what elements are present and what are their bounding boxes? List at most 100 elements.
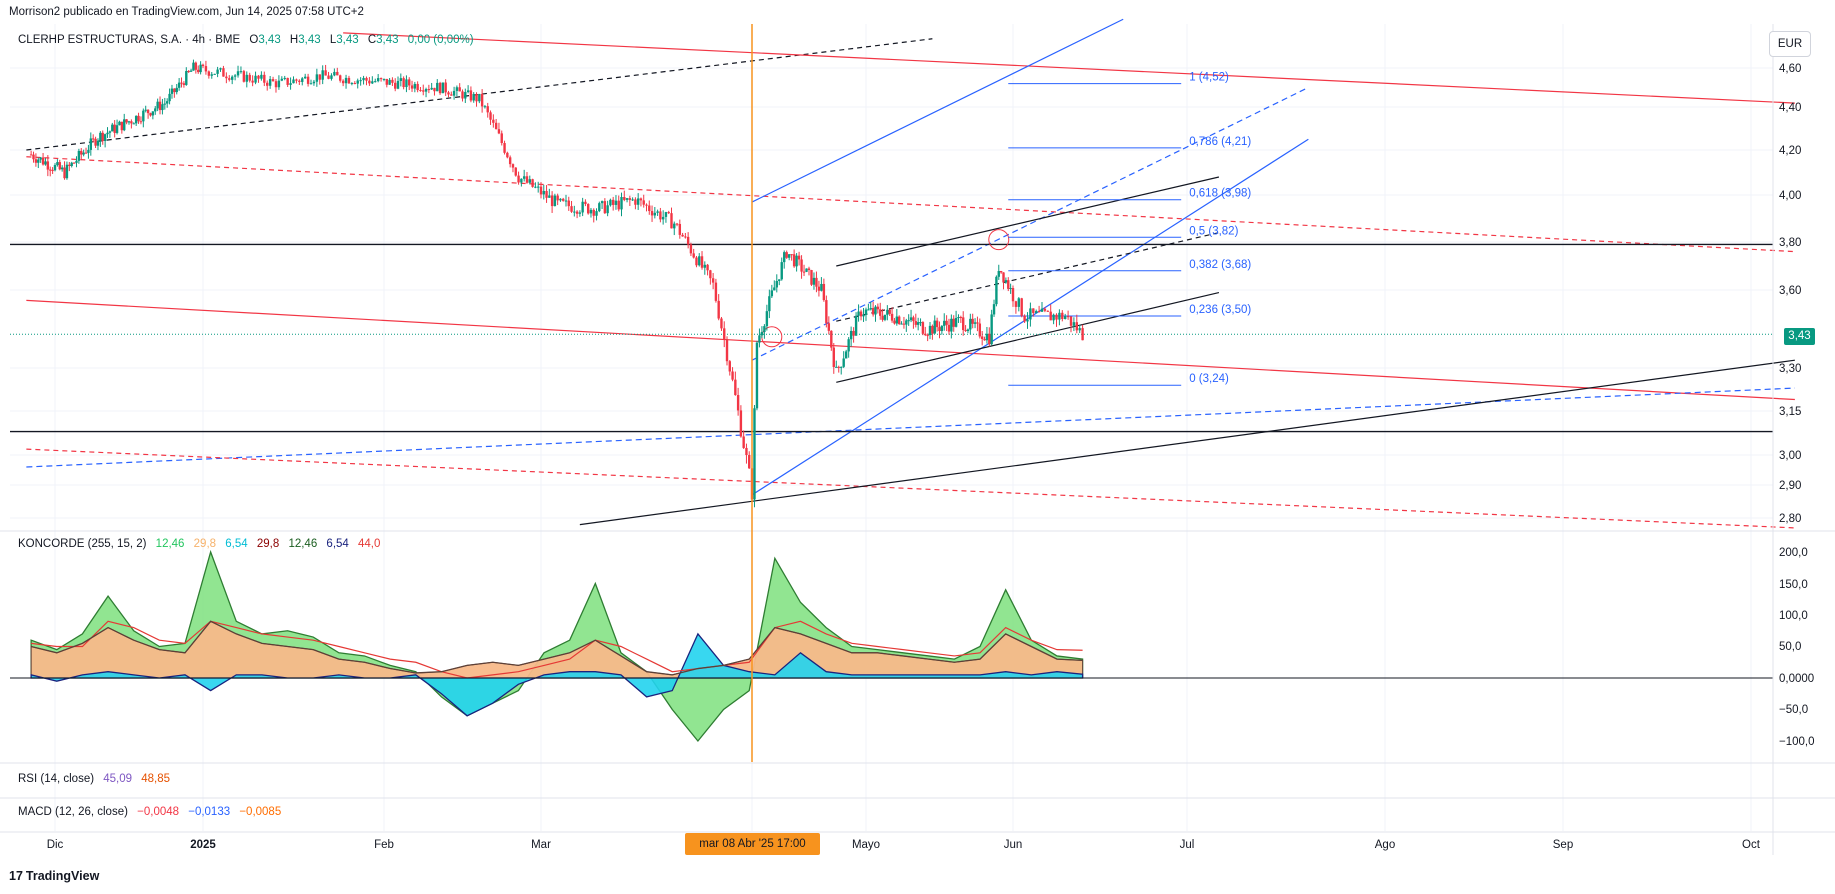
rsi-title[interactable]: RSI (14, close): [18, 773, 95, 785]
candle-body: [962, 317, 965, 331]
candle-body: [517, 175, 520, 183]
symbol-name[interactable]: CLERHP ESTRUCTURAS, S.A. · 4h · BME: [18, 34, 241, 46]
candle-body: [723, 328, 726, 340]
candle-body: [173, 88, 176, 93]
candle-body: [780, 262, 783, 280]
candle-body: [545, 190, 548, 198]
candle-body: [402, 78, 405, 88]
candles: [29, 59, 1084, 509]
candle-body: [578, 212, 582, 214]
candle-body: [41, 157, 45, 165]
candle-body: [921, 322, 925, 334]
candle-body: [350, 83, 354, 85]
candle-body: [436, 82, 439, 92]
candle-body: [489, 112, 492, 120]
candle-body: [245, 74, 248, 82]
candle-body: [983, 338, 986, 341]
macd-legend[interactable]: MACD (12, 26, close) −0,0048 −0,0133 −0,…: [18, 806, 281, 818]
candle-body: [976, 322, 979, 324]
candle-body: [842, 358, 845, 367]
open-value: 3,43: [258, 34, 281, 46]
time-axis-label: Mayo: [852, 839, 880, 851]
candle-body: [611, 199, 615, 205]
candle-body: [1009, 288, 1012, 290]
pane-borders: [0, 24, 1835, 855]
fibonacci-retracement: 1 (4,52) 0,786 (4,21) 0,618 (3,98) 0,5 (3,8…: [1008, 72, 1251, 386]
candle-body: [1035, 311, 1038, 313]
candle-body: [881, 315, 884, 320]
candle-body: [556, 195, 559, 201]
koncorde-brown-line: [30, 620, 1083, 676]
candle-body: [365, 77, 368, 81]
candle-body: [886, 309, 889, 315]
candle-body: [871, 308, 875, 315]
candle-body: [959, 317, 963, 319]
koncorde-pane: [10, 549, 1773, 743]
koncorde-red-ma: [31, 620, 1083, 679]
candle-body: [500, 133, 503, 144]
black-channel-bottom: [836, 292, 1220, 383]
candle-body: [770, 290, 774, 297]
candle-body: [592, 209, 595, 216]
candle-body: [681, 234, 684, 237]
candle-body: [653, 212, 657, 216]
candle-body: [550, 195, 554, 207]
candle-body: [32, 154, 35, 160]
candle-body: [362, 77, 365, 81]
koncorde-title[interactable]: KONCORDE (255, 15, 2): [18, 538, 147, 550]
candle-body: [266, 82, 269, 86]
candle-body: [422, 90, 425, 92]
candle-body: [822, 283, 826, 301]
candle-body: [438, 82, 442, 94]
candle-body: [907, 320, 910, 322]
candle-body: [216, 69, 219, 74]
candle-body: [359, 80, 362, 82]
candle-body: [659, 211, 662, 220]
candle-body: [900, 323, 903, 325]
candle-body: [760, 332, 764, 336]
rsi-legend[interactable]: RSI (14, close) 45,09 48,85: [18, 773, 170, 785]
close-label: C: [367, 34, 377, 46]
tradingview-logo[interactable]: 17 TradingView: [9, 869, 99, 883]
candle-body: [492, 119, 495, 123]
symbol-legend[interactable]: CLERHP ESTRUCTURAS, S.A. · 4h · BME O3,4…: [18, 34, 474, 46]
highlight-circle: [988, 229, 1010, 251]
candle-body: [472, 94, 475, 101]
candle-body: [391, 79, 394, 83]
candle-body: [134, 115, 138, 124]
macd-title[interactable]: MACD (12, 26, close): [18, 806, 128, 818]
currency-button[interactable]: EUR: [1769, 31, 1811, 57]
koncorde-value-5: 12,46: [288, 538, 318, 550]
price-axis-label: 3,80: [1779, 237, 1801, 249]
candle-body: [292, 79, 295, 84]
koncorde-value-6: 6,54: [326, 538, 349, 550]
candle-body: [620, 196, 623, 210]
candle-body: [324, 70, 327, 76]
candle-body: [408, 79, 411, 86]
candle-body: [520, 178, 523, 183]
candle-body: [277, 80, 281, 88]
candle-body: [667, 212, 670, 214]
candle-body: [971, 318, 974, 324]
candle-body: [1043, 308, 1047, 311]
red-trend-lower: [26, 299, 1795, 401]
candle-body: [286, 77, 289, 85]
candle-body: [72, 162, 76, 164]
candle-body: [706, 264, 709, 271]
candle-body: [817, 286, 821, 291]
candle-body: [890, 313, 894, 321]
candle-body: [70, 162, 73, 166]
candle-body: [84, 152, 88, 154]
candle-body: [980, 336, 984, 339]
candle-body: [168, 93, 171, 102]
candle-body: [405, 79, 408, 88]
axis-labels: 4,60 4,40 4,20 4,00 3,80 3,60 3,30 3,15 3,00 2,90…: [47, 63, 1815, 851]
candle-body: [239, 71, 243, 73]
candle-body: [339, 75, 342, 81]
candle-body: [444, 82, 447, 93]
grid: [10, 24, 1773, 831]
candle-body: [80, 150, 83, 155]
candle-body: [586, 204, 590, 214]
koncorde-legend[interactable]: KONCORDE (255, 15, 2) 12,46 29,8 6,54 29…: [18, 538, 380, 550]
